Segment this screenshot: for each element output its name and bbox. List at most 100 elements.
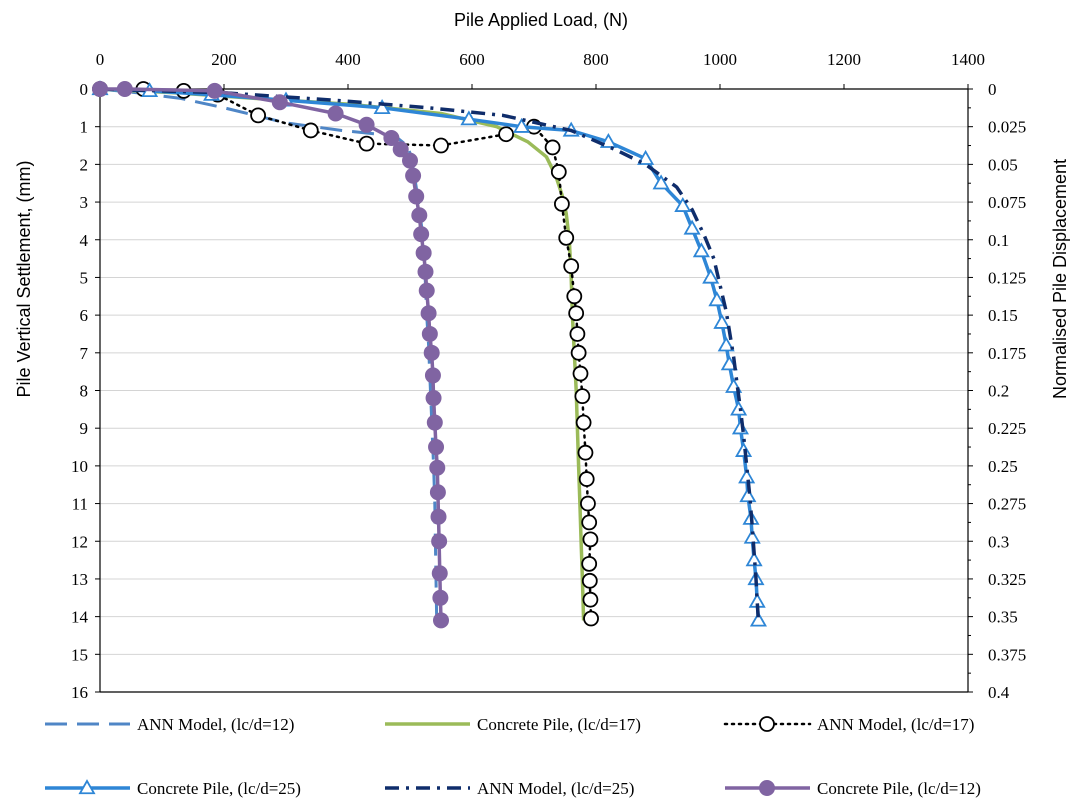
y-tick-label: 1 [80,118,89,137]
data-point [420,305,437,322]
y-tick-label: 5 [80,268,89,287]
data-point [581,572,598,589]
y2-tick-label: 0.1 [988,231,1009,250]
y2-tick-label: 0.125 [988,268,1026,287]
y-tick-label: 14 [71,608,89,627]
y2-tick-label: 0.15 [988,306,1018,325]
legend-item: ANN Model, (lc/d=25) [385,779,634,798]
x-tick-label: 1400 [951,50,985,69]
series-5 [99,87,761,621]
y-tick-label: 0 [80,80,89,99]
data-point [417,263,434,280]
data-point [460,110,478,126]
data-point [692,242,710,258]
y2-tick-label: 0.375 [988,645,1026,664]
data-point [578,471,595,487]
data-point [423,344,440,361]
legend-item: Concrete Pile, (lc/d=17) [385,715,641,734]
data-point [415,244,432,261]
legend-marker [78,779,96,795]
y-tick-label: 11 [72,495,88,514]
data-point [424,367,441,384]
data-point [568,305,585,322]
y-tick-label: 12 [71,532,88,551]
data-point [558,229,575,246]
data-point [425,390,442,407]
y2-tick-label: 0.175 [988,344,1026,363]
legend-marker [759,716,775,732]
y2-tick-label: 0.4 [988,683,1010,702]
data-point [430,508,447,525]
gridlines [100,88,968,693]
legend-item: ANN Model, (lc/d=17) [723,715,974,734]
data-point [577,444,594,461]
data-point [327,105,344,122]
data-point [570,344,587,361]
data-point [581,555,598,572]
data-point [544,139,561,156]
data-point [429,459,446,476]
y-tick-label: 2 [80,155,89,174]
y2-tick-label: 0.225 [988,419,1026,438]
x-tick-label: 0 [96,50,105,69]
x-axis-title: Pile Applied Load, (N) [454,10,628,30]
data-point [392,141,409,158]
series-6 [92,81,449,629]
legend-item: Concrete Pile, (lc/d=12) [725,779,981,798]
y2-tick-label: 0.3 [988,532,1009,551]
data-point [566,288,583,305]
data-point [575,414,592,431]
y2-tick-label: 0.25 [988,457,1018,476]
x-tick-label: 1000 [703,50,737,69]
data-point [92,81,108,97]
data-point [116,81,133,97]
y2-tick-label: 0.35 [988,608,1018,627]
y-tick-label: 4 [80,231,89,250]
x-tick-label: 1200 [827,50,861,69]
y-tick-label: 6 [80,306,89,325]
legend-marker [759,780,775,796]
data-point [411,207,428,224]
x-tick-label: 600 [459,50,485,69]
data-point [652,174,670,190]
data-point [702,268,720,284]
data-point [431,565,448,582]
y-tick-label: 10 [71,457,88,476]
y2-tick-label: 0.075 [988,193,1026,212]
data-point [408,188,425,205]
axes [95,84,973,693]
legend-label: ANN Model, (lc/d=25) [477,779,634,798]
legend-item: ANN Model, (lc/d=12) [45,715,294,734]
legend-label: ANN Model, (lc/d=17) [817,715,974,734]
data-point [432,589,449,606]
data-point [250,107,267,124]
data-point [358,116,375,133]
data-point [580,495,596,512]
data-point [421,325,438,342]
data-point [428,439,445,456]
y-tick-label: 16 [71,683,88,702]
data-point [674,197,692,212]
legend-label: ANN Model, (lc/d=12) [137,715,294,734]
y-tick-label: 7 [80,344,89,363]
data-point [513,117,531,133]
y-tick-label: 8 [80,382,89,401]
data-point [429,484,446,501]
data-point [433,137,449,154]
data-point [717,336,735,352]
y2-tick-label: 0.275 [988,495,1026,514]
data-point [302,122,319,139]
x-tick-label: 800 [583,50,609,69]
data-point [413,226,430,243]
data-point [572,365,589,382]
data-point [405,167,422,184]
data-point [574,388,591,405]
data-point [358,135,375,152]
y-axis-title: Pile Vertical Settlement, (mm) [14,160,34,397]
data-point [563,258,580,275]
series-line [99,87,761,621]
y2-tick-label: 0.05 [988,155,1018,174]
legend-label: Concrete Pile, (lc/d=25) [137,779,301,798]
